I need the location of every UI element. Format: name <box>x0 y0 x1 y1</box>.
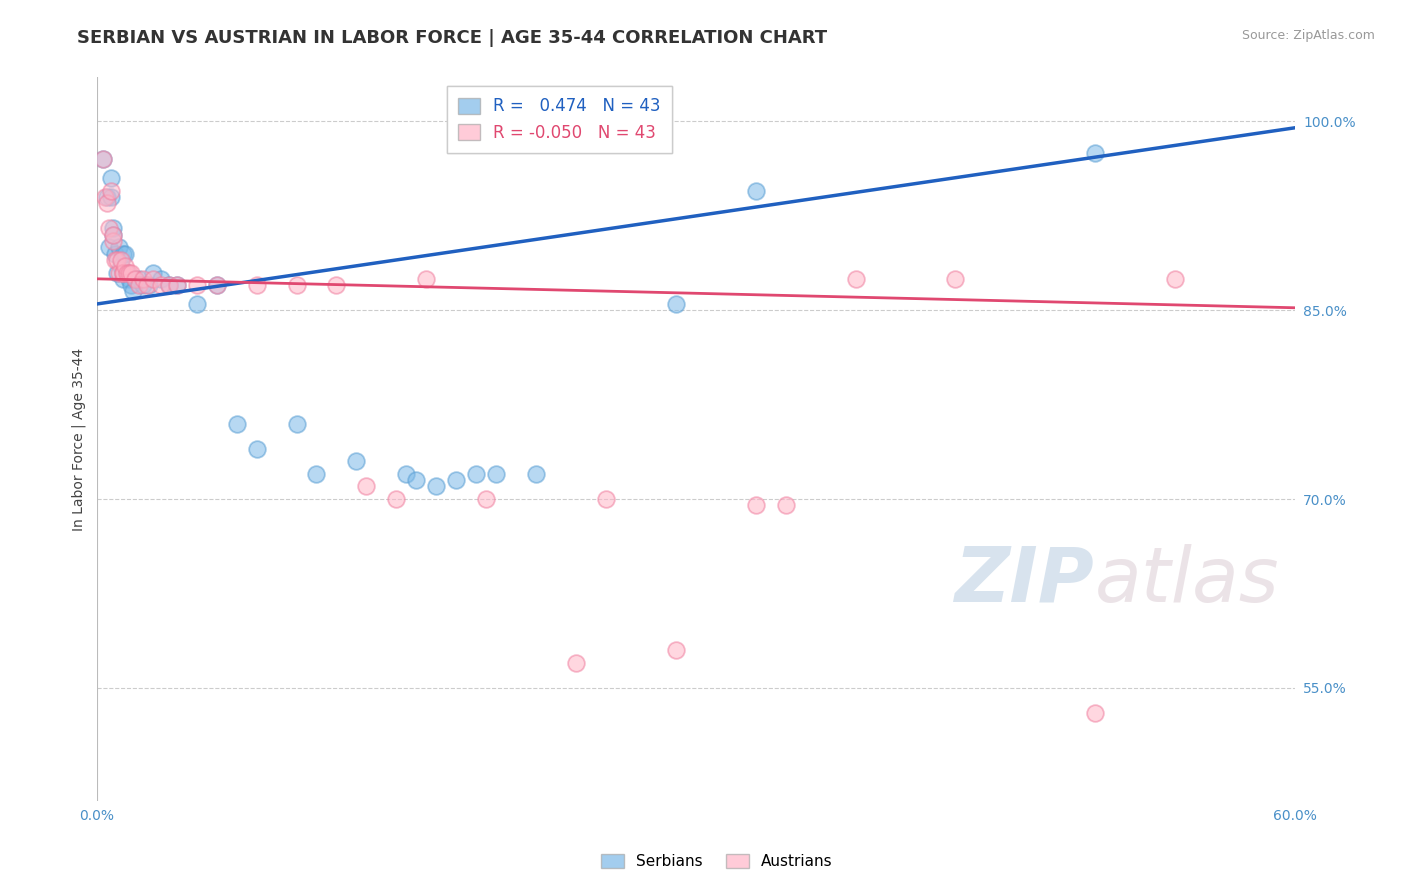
Point <box>114 259 136 273</box>
Point <box>745 499 768 513</box>
Point <box>465 467 488 481</box>
Point <box>425 479 447 493</box>
Point <box>128 278 150 293</box>
Point <box>142 272 165 286</box>
Point <box>845 272 868 286</box>
Point <box>97 221 120 235</box>
Point <box>415 272 437 286</box>
Point <box>205 278 228 293</box>
Text: ZIP: ZIP <box>956 544 1095 618</box>
Point <box>775 499 797 513</box>
Point <box>110 252 132 267</box>
Point <box>157 278 180 293</box>
Point <box>120 266 142 280</box>
Point <box>100 190 122 204</box>
Point <box>105 266 128 280</box>
Point <box>108 240 131 254</box>
Point <box>132 278 155 293</box>
Point <box>524 467 547 481</box>
Point <box>356 479 378 493</box>
Point <box>665 297 688 311</box>
Point <box>110 259 132 273</box>
Point <box>395 467 418 481</box>
Point <box>111 272 134 286</box>
Point <box>101 234 124 248</box>
Point <box>100 184 122 198</box>
Point <box>325 278 347 293</box>
Point <box>100 171 122 186</box>
Point <box>665 643 688 657</box>
Text: atlas: atlas <box>1095 544 1279 618</box>
Point <box>135 278 157 293</box>
Point <box>186 297 208 311</box>
Point <box>945 272 967 286</box>
Y-axis label: In Labor Force | Age 35-44: In Labor Force | Age 35-44 <box>72 348 86 531</box>
Point <box>157 278 180 293</box>
Point <box>120 278 142 293</box>
Legend: R =   0.474   N = 43, R = -0.050   N = 43: R = 0.474 N = 43, R = -0.050 N = 43 <box>447 86 672 153</box>
Point <box>166 278 188 293</box>
Point <box>94 190 117 204</box>
Point <box>245 278 267 293</box>
Point <box>97 240 120 254</box>
Point <box>346 454 368 468</box>
Legend: Serbians, Austrians: Serbians, Austrians <box>595 847 839 875</box>
Point <box>132 272 155 286</box>
Point <box>305 467 328 481</box>
Point <box>104 246 127 260</box>
Point <box>124 272 146 286</box>
Point <box>118 272 141 286</box>
Point <box>101 221 124 235</box>
Point <box>285 278 308 293</box>
Point <box>475 492 498 507</box>
Point <box>186 278 208 293</box>
Point <box>111 266 134 280</box>
Point <box>138 278 160 293</box>
Point <box>115 266 138 280</box>
Text: Source: ZipAtlas.com: Source: ZipAtlas.com <box>1241 29 1375 42</box>
Point <box>96 196 118 211</box>
Point <box>565 656 588 670</box>
Point <box>101 227 124 242</box>
Point <box>101 227 124 242</box>
Point <box>1084 145 1107 160</box>
Point <box>446 473 468 487</box>
Point <box>128 272 150 286</box>
Point <box>205 278 228 293</box>
Point <box>166 278 188 293</box>
Point <box>96 190 118 204</box>
Point <box>114 246 136 260</box>
Point <box>104 252 127 267</box>
Point <box>595 492 617 507</box>
Point <box>142 266 165 280</box>
Point <box>108 266 131 280</box>
Point <box>745 184 768 198</box>
Point <box>245 442 267 456</box>
Point <box>405 473 427 487</box>
Point <box>115 266 138 280</box>
Point <box>149 272 172 286</box>
Point <box>485 467 508 481</box>
Point <box>225 417 247 431</box>
Text: SERBIAN VS AUSTRIAN IN LABOR FORCE | AGE 35-44 CORRELATION CHART: SERBIAN VS AUSTRIAN IN LABOR FORCE | AGE… <box>77 29 828 46</box>
Point <box>118 266 141 280</box>
Point <box>121 285 143 299</box>
Point <box>91 153 114 167</box>
Point <box>149 278 172 293</box>
Point <box>385 492 408 507</box>
Point <box>111 266 134 280</box>
Point <box>1084 706 1107 720</box>
Point <box>1164 272 1187 286</box>
Point <box>285 417 308 431</box>
Point <box>105 252 128 267</box>
Point <box>111 246 134 260</box>
Point <box>124 272 146 286</box>
Point <box>91 153 114 167</box>
